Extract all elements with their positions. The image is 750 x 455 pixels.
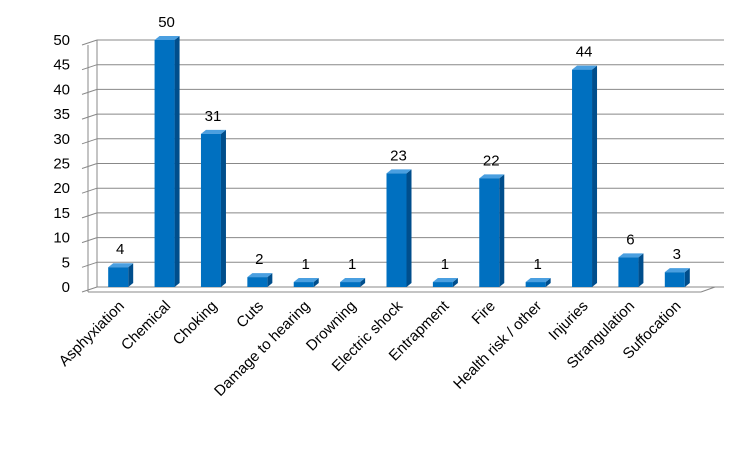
y-tick-label: 50 [53,32,70,49]
bar-side [638,253,644,287]
bar [525,282,546,287]
bar-side [220,129,226,287]
bar [293,282,314,287]
bar-side [684,268,690,287]
grid-line [81,64,98,71]
value-label: 23 [390,147,407,164]
bar-side [499,174,505,287]
bar-top [525,278,551,283]
bar-side [128,263,134,287]
bar [479,178,500,287]
bar-side [313,278,319,287]
bar [108,267,129,287]
y-tick-label: 45 [53,57,70,74]
bar-side [545,278,551,287]
value-label: 6 [626,231,634,248]
bar [664,272,685,287]
grid-line [81,138,98,145]
bar-side [360,278,366,287]
bar-side [406,169,412,287]
y-tick-label: 0 [62,279,70,296]
value-label: 22 [483,152,500,169]
grid-line [81,88,98,95]
bar [154,40,175,287]
value-label: 1 [348,256,356,273]
value-label: 1 [441,256,449,273]
value-label: 1 [533,256,541,273]
bar [618,257,639,287]
value-label: 44 [576,44,593,61]
y-tick-label: 20 [53,180,70,197]
bar [247,277,268,287]
bar-top [572,65,598,70]
bar [572,69,593,287]
bar-top [479,174,505,179]
floor-line [700,286,716,293]
grid-line [81,286,98,293]
bar [200,133,221,287]
bar-side [267,273,273,287]
bar-top [293,278,319,283]
bar-side [174,36,180,287]
value-label: 1 [302,256,310,273]
y-tick-label: 5 [62,254,70,271]
bar-side [452,278,458,287]
bar [340,282,361,287]
value-label: 3 [673,246,681,263]
y-tick-label: 35 [53,106,70,123]
grid-line [81,113,98,120]
bar-side [592,65,598,287]
bar-top [200,129,226,134]
value-label: 31 [205,108,222,125]
grid-line [81,212,98,219]
grid-line [81,163,98,169]
grid-line [81,237,98,244]
grid-line [81,187,98,194]
bar-top [340,278,366,283]
value-label: 4 [116,241,124,258]
y-tick-label: 25 [53,155,70,172]
bar-top [154,36,180,40]
bar-top [664,268,690,273]
y-tick-label: 40 [53,81,70,98]
bar [386,173,407,287]
bar-top [247,273,273,278]
y-tick-label: 10 [53,230,70,247]
bar-top [432,278,458,283]
bar-top [386,169,412,174]
bar-top [618,253,644,258]
y-tick-label: 15 [53,205,70,222]
y-tick-label: 30 [53,131,70,148]
bar-top [108,263,134,268]
grid-line [81,39,98,46]
value-label: 2 [255,251,263,268]
bar [432,282,453,287]
grid-line [81,261,98,268]
value-label: 50 [158,14,175,31]
